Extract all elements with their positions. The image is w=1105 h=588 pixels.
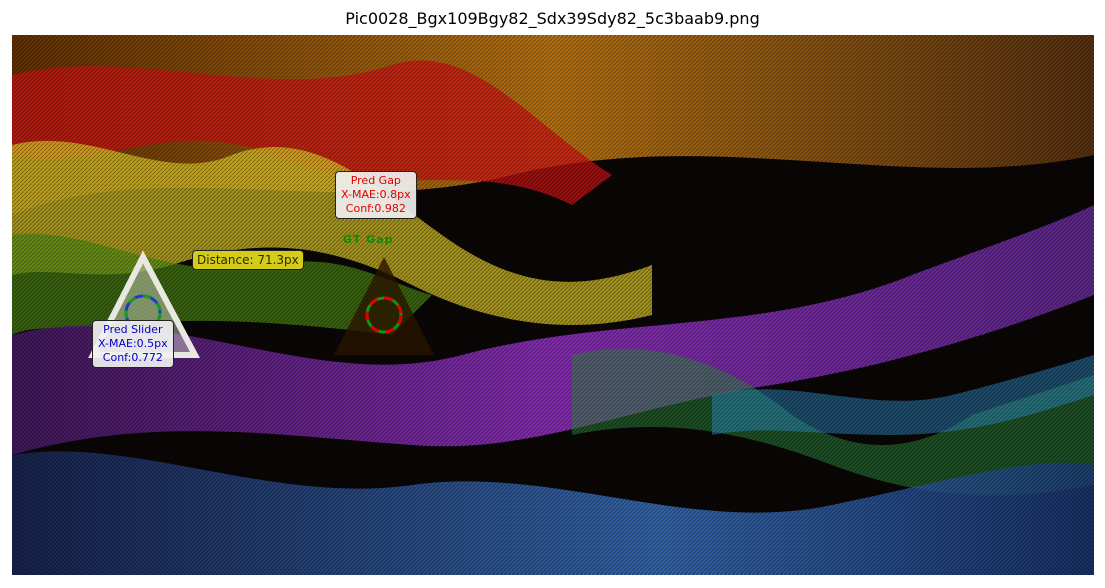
pred-gap-conf: Conf:0.982 [345,202,406,215]
pred-slider-mae: X-MAE:0.5px [98,337,168,350]
pred-slider-title: Pred Slider [103,323,163,336]
figure-title: Pic0028_Bgx109Bgy82_Sdx39Sdy82_5c3baab9.… [345,9,760,28]
gt-gap-label: GT Gap [343,233,394,246]
pred-gap-mae: X-MAE:0.8px [341,188,411,201]
pred-slider-conf: Conf:0.772 [102,351,163,364]
pred-gap-title: Pred Gap [350,174,401,187]
gap-region [334,257,434,355]
captcha-scene [12,35,1094,575]
distance-label: Distance: 71.3px [192,250,304,270]
pred-gap-label: Pred Gap X-MAE:0.8px Conf:0.982 [335,171,417,219]
pred-slider-label: Pred Slider X-MAE:0.5px Conf:0.772 [92,320,174,368]
scene-canvas [12,35,1094,575]
